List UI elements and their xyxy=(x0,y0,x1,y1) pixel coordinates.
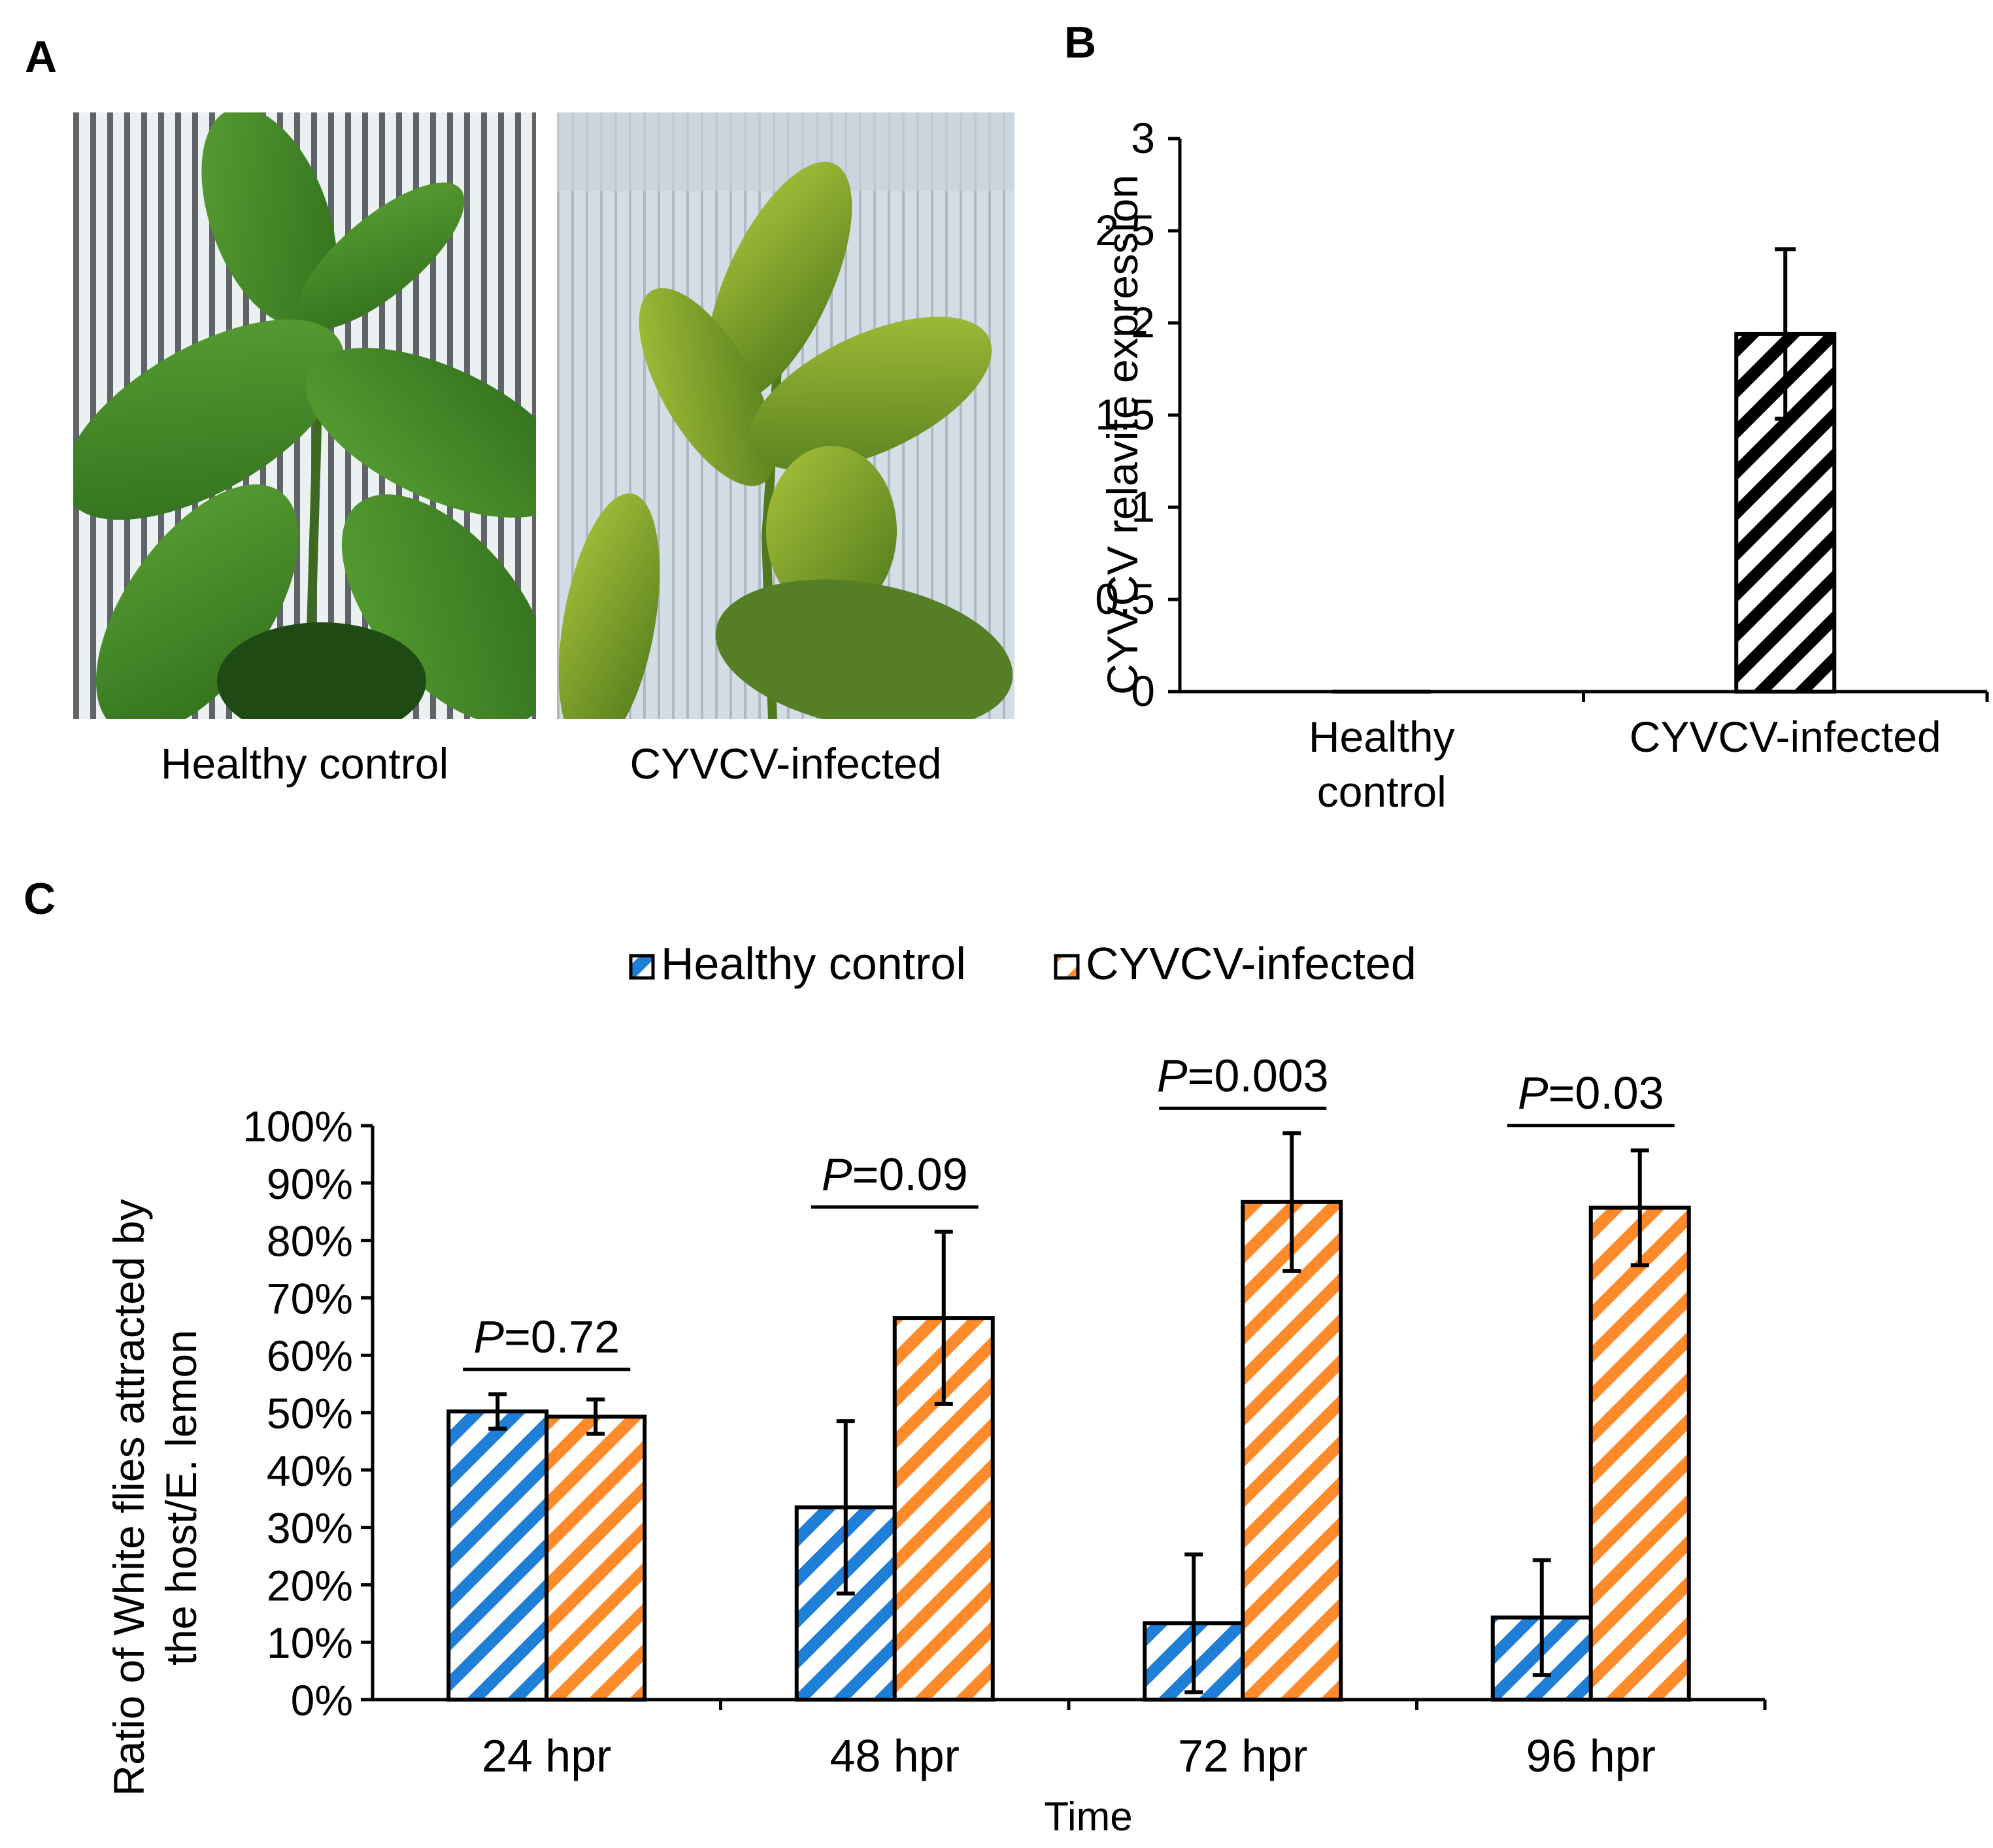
x-category-label: 96 hpr xyxy=(1526,1730,1656,1781)
legend-swatch xyxy=(1054,954,1080,980)
bar xyxy=(544,1415,647,1702)
legend-label: CYVCV-infected xyxy=(1086,938,1416,989)
photo-healthy-plant xyxy=(73,112,536,719)
p-value-label: P=0.03 xyxy=(1518,1067,1664,1118)
y-tick-label: 0.5 xyxy=(1095,575,1155,623)
x-axis-label: Time xyxy=(1044,1794,1132,1840)
y-tick-label: 2.5 xyxy=(1095,206,1155,254)
x-category-label: CYVCV-infected xyxy=(1630,713,1941,761)
p-value-number: =0.09 xyxy=(852,1149,968,1200)
y-tick-label: 1.5 xyxy=(1095,390,1155,439)
x-category-label: control xyxy=(1317,767,1447,816)
p-value-symbol: P xyxy=(1157,1050,1188,1101)
y-tick-label: 2 xyxy=(1131,298,1155,346)
p-value-number: =0.03 xyxy=(1549,1067,1664,1118)
y-tick-label: 90% xyxy=(267,1160,353,1208)
photo-infected-plant xyxy=(557,112,1014,719)
chart-c-whitefly-ratio: Healthy control CYVCV-infected 0% 10% 20% 30%… xyxy=(105,938,1767,1840)
caption-cyvcv-infected: CYVCV-infected xyxy=(629,739,942,788)
y-tick-label: 20% xyxy=(267,1561,353,1609)
y-axis-label: the host/E. lemon xyxy=(157,1330,205,1666)
bar xyxy=(1241,1200,1343,1702)
y-tick-label: 70% xyxy=(267,1274,353,1322)
legend-swatch xyxy=(629,954,655,980)
p-value-symbol: P xyxy=(822,1149,852,1200)
y-tick-label: 50% xyxy=(267,1389,353,1437)
y-tick-label: 100% xyxy=(243,1102,353,1151)
bar xyxy=(446,1409,549,1702)
x-category-label: 48 hpr xyxy=(830,1730,960,1781)
y-tick-label: 3 xyxy=(1131,114,1155,162)
p-value-number: =0.003 xyxy=(1188,1050,1329,1101)
y-tick-label: 60% xyxy=(267,1332,353,1380)
chart-b-relative-expression: 0 0.5 1 1.5 2 2.5 3 Healthy control CYVCV-infecte… xyxy=(1095,114,1989,816)
panel-letter-a: A xyxy=(25,32,58,82)
p-value-symbol: P xyxy=(473,1311,504,1362)
y-tick-label: 0 xyxy=(1131,667,1155,715)
p-value-label: P=0.72 xyxy=(473,1311,620,1362)
y-tick-label: 80% xyxy=(267,1217,353,1266)
p-value-number: =0.72 xyxy=(504,1311,620,1362)
x-category-label: Healthy xyxy=(1309,713,1455,761)
x-category-label: 72 hpr xyxy=(1178,1730,1307,1781)
p-value-label: P=0.003 xyxy=(1157,1050,1329,1101)
bar xyxy=(1588,1205,1691,1702)
legend-label: Healthy control xyxy=(661,938,966,989)
panel-letter-c: C xyxy=(24,874,56,924)
y-tick-label: 40% xyxy=(267,1447,353,1495)
y-axis-label: Ratio of White flies attracted by xyxy=(105,1199,153,1796)
x-category-label: 24 hpr xyxy=(482,1730,611,1781)
panel-letter-b: B xyxy=(1064,18,1097,67)
p-value-label: P=0.09 xyxy=(822,1149,968,1200)
y-tick-label: 1 xyxy=(1131,482,1155,531)
y-tick-label: 0% xyxy=(291,1676,353,1724)
caption-healthy-control: Healthy control xyxy=(160,739,449,788)
p-value-symbol: P xyxy=(1518,1067,1549,1118)
y-tick-label: 10% xyxy=(267,1619,353,1667)
y-axis-label: CYVCV relavite expression xyxy=(1098,175,1147,695)
y-tick-label: 30% xyxy=(267,1504,353,1553)
